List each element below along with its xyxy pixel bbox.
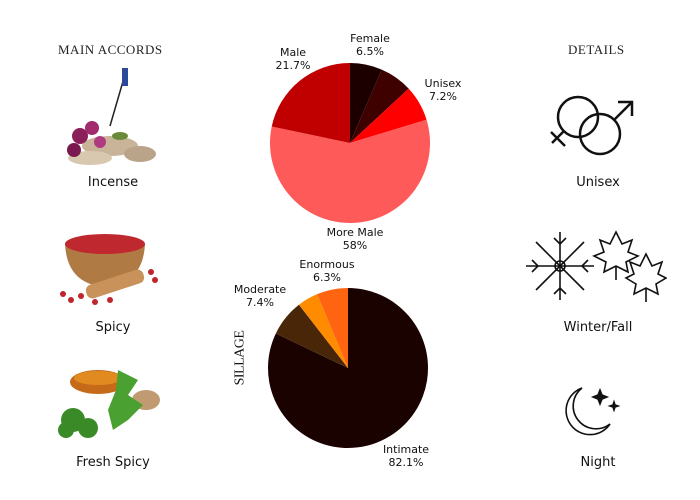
slice-value: 82.1% (388, 456, 424, 469)
gender-symbols-icon (550, 95, 634, 156)
slice-value: 21.7% (275, 59, 311, 72)
slice-label: Unisex (424, 77, 462, 90)
pie-slice-more-male (270, 119, 430, 224)
slice-value: 7.4% (246, 296, 274, 309)
accord-label-spicy: Spicy (95, 320, 131, 335)
pie-slice-moderate (275, 304, 348, 368)
detail-label-winter-fall: Winter/Fall (563, 320, 633, 335)
slice-label: Enormous (299, 258, 355, 271)
pie-label-female: Female 6.5% (345, 32, 395, 58)
main-accords-heading: MAIN ACCORDS (58, 42, 163, 57)
pie-label-intimate: Intimate 82.1% (376, 443, 436, 469)
pie-slice-enormous (317, 288, 348, 368)
slice-label: Male (279, 46, 307, 59)
pie-slice-unlabeled-2 (298, 294, 348, 368)
detail-label-unisex: Unisex (576, 175, 620, 190)
herbs-spices-image (58, 370, 160, 438)
incense-image (67, 68, 156, 165)
sillage-title: SILLAGE (232, 330, 248, 386)
pie-slice-unlabeled-1 (350, 69, 409, 143)
pie-label-enormous: Enormous 6.3% (297, 258, 357, 284)
slice-label: Intimate (382, 443, 430, 456)
pie-label-more-male: More Male 58% (320, 226, 390, 252)
peppercorn-bowl-image (60, 234, 158, 305)
pie-slice-female (350, 63, 382, 143)
detail-label-night: Night (580, 455, 616, 470)
pie-slice-unisex (350, 88, 427, 143)
slice-value: 7.2% (429, 90, 457, 103)
slice-label: Female (350, 32, 390, 45)
pie-slice-male (271, 62, 350, 143)
slice-value: 6.3% (313, 271, 341, 284)
slice-label: Moderate (233, 283, 287, 296)
moon-stars-icon (565, 387, 621, 436)
accord-label-incense: Incense (87, 175, 139, 190)
snowflake-leaves-icon (526, 230, 667, 302)
details-heading: DETAILS (568, 42, 625, 57)
pie-label-unisex: Unisex 7.2% (418, 77, 468, 103)
accord-label-fresh-spicy: Fresh Spicy (76, 455, 150, 470)
slice-value: 6.5% (356, 45, 384, 58)
pie-label-moderate: Moderate 7.4% (230, 283, 290, 309)
pie-label-male: Male 21.7% (268, 46, 318, 72)
slice-label: More Male (326, 226, 384, 239)
slice-value: 58% (342, 239, 368, 252)
